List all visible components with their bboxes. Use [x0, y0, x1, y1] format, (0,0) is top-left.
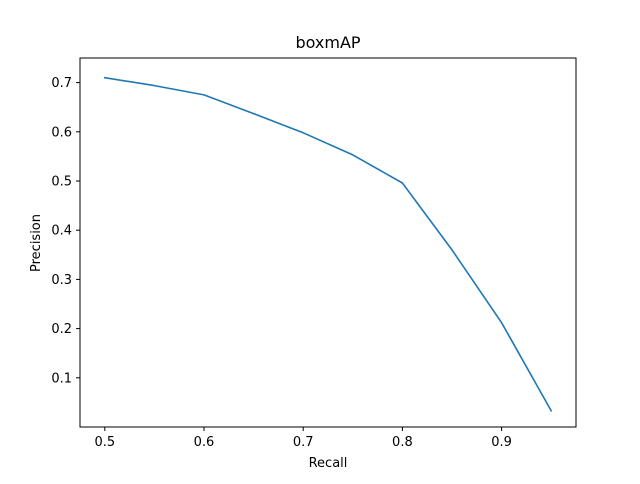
- x-axis-label: Recall: [309, 456, 348, 471]
- x-tick-label: 0.6: [194, 435, 215, 450]
- y-tick-label: 0.2: [51, 322, 72, 337]
- x-tick-label: 0.8: [392, 435, 413, 450]
- series-line: [103, 76, 553, 412]
- y-tick-label: 0.7: [51, 76, 72, 91]
- chart-title: boxmAP: [295, 33, 360, 52]
- y-tick-label: 0.4: [51, 224, 72, 239]
- y-axis-label: Precision: [29, 214, 44, 272]
- plot-frame: [79, 57, 577, 428]
- y-tick-label: 0.6: [51, 125, 72, 140]
- x-tick-label: 0.5: [94, 435, 115, 450]
- x-tick-label: 0.9: [491, 435, 512, 450]
- y-tick-label: 0.3: [51, 273, 72, 288]
- y-tick-label: 0.5: [51, 175, 72, 190]
- plot-area: [103, 76, 553, 412]
- x-axis: 0.5 0.6 0.7 0.8 0.9: [94, 427, 512, 450]
- x-tick-label: 0.7: [293, 435, 314, 450]
- y-tick-label: 0.1: [51, 371, 72, 386]
- y-axis: 0.1 0.2 0.3 0.4 0.5 0.6 0.7: [51, 76, 80, 386]
